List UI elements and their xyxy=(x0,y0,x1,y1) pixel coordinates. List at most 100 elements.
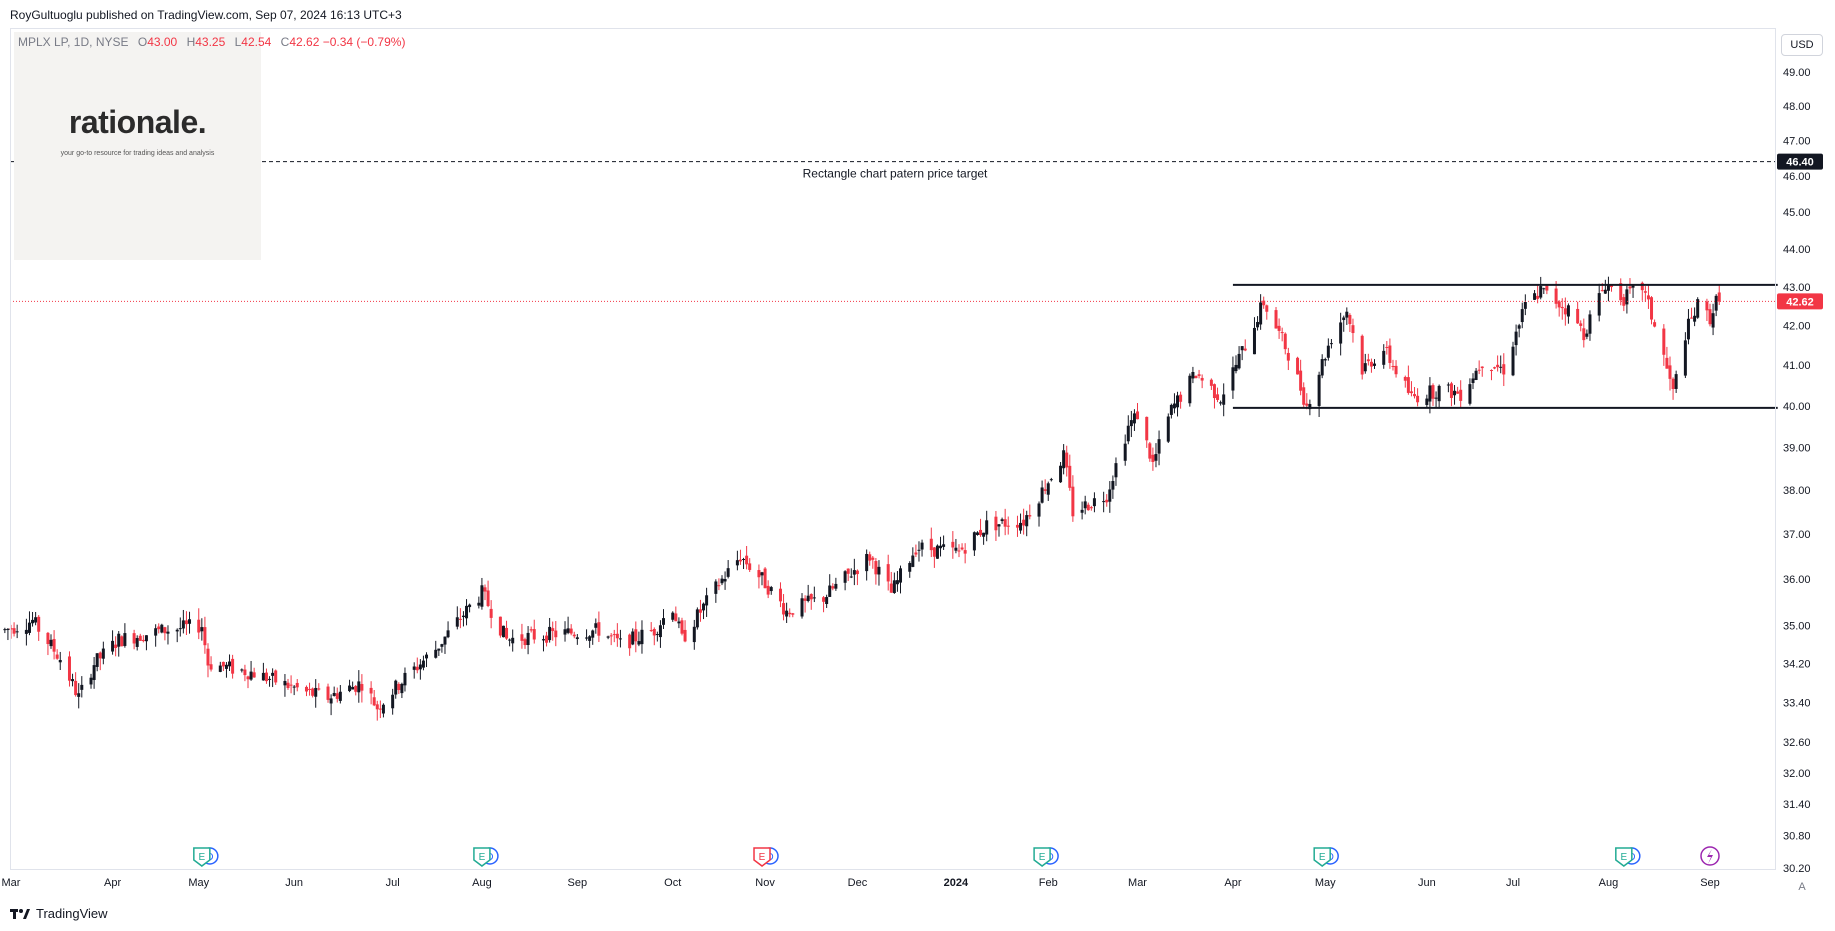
candle-body xyxy=(283,680,287,686)
candle-body xyxy=(24,629,28,634)
candle xyxy=(1320,354,1324,379)
auto-scale-button[interactable]: A xyxy=(1798,881,1806,893)
candle xyxy=(1274,307,1278,329)
target-price-tag-label: 46.40 xyxy=(1786,157,1814,169)
candle xyxy=(218,661,222,673)
candle-body xyxy=(498,616,502,636)
event-marker[interactable]: DE xyxy=(753,847,779,867)
candle-body xyxy=(1000,519,1004,522)
candle-body xyxy=(1628,286,1632,289)
candle-body xyxy=(6,628,10,630)
candle xyxy=(157,623,161,634)
candle xyxy=(1489,369,1493,381)
candle xyxy=(1394,360,1398,378)
candle xyxy=(1696,297,1700,319)
candle xyxy=(822,596,826,613)
candle-body xyxy=(1650,297,1654,320)
candle xyxy=(46,631,50,656)
candle xyxy=(144,635,148,651)
candle xyxy=(89,673,93,689)
candle-body xyxy=(508,639,512,641)
candle-body xyxy=(1705,301,1709,311)
footer-logo: TradingView xyxy=(10,906,108,921)
candle-body xyxy=(1665,357,1669,369)
currency-button[interactable]: USD xyxy=(1781,34,1823,56)
candle xyxy=(175,628,179,643)
candle xyxy=(501,625,505,638)
candle-body xyxy=(354,686,358,692)
event-marker[interactable]: DE xyxy=(1615,847,1641,867)
candle xyxy=(723,571,727,590)
candle-body xyxy=(1339,322,1343,344)
candle xyxy=(1579,320,1583,332)
symbol-name: MPLX LP, 1D, NYSE xyxy=(18,35,129,49)
candle xyxy=(1305,393,1309,410)
candle xyxy=(886,554,890,591)
candle-body xyxy=(1126,425,1130,442)
candle-body xyxy=(886,564,890,582)
candle xyxy=(585,629,589,641)
earnings-icon xyxy=(193,847,211,867)
candle xyxy=(24,618,28,646)
candle xyxy=(138,633,142,641)
candle xyxy=(1006,516,1010,535)
candle-body xyxy=(12,628,16,634)
candle xyxy=(1668,356,1672,391)
event-marker[interactable]: DE xyxy=(1033,847,1059,867)
candle-body xyxy=(434,649,438,658)
candle-body xyxy=(1502,364,1506,375)
x-tick-label: Jun xyxy=(1418,877,1436,889)
event-marker[interactable]: DE xyxy=(473,847,499,867)
candle-body xyxy=(1403,376,1407,381)
candle xyxy=(726,560,730,579)
candle xyxy=(800,593,804,619)
candle xyxy=(692,619,696,650)
candle xyxy=(1520,302,1524,329)
earnings-icon-label: E xyxy=(479,852,486,863)
candle xyxy=(483,584,487,601)
candle-body xyxy=(788,612,792,615)
candle xyxy=(400,682,404,699)
candle xyxy=(680,617,684,636)
candle-body xyxy=(652,628,656,636)
y-tick-label: 41.00 xyxy=(1783,360,1811,372)
candle xyxy=(304,685,308,697)
candle xyxy=(1588,310,1592,341)
candle-body xyxy=(1428,385,1432,402)
candle-body xyxy=(1071,486,1075,517)
candle-body xyxy=(1329,343,1333,345)
candle xyxy=(486,580,490,608)
candle xyxy=(1714,294,1718,317)
candle-body xyxy=(304,686,308,692)
candle xyxy=(437,648,441,656)
x-tick-label: Mar xyxy=(2,877,21,889)
candle xyxy=(271,668,275,688)
candle xyxy=(1262,296,1266,309)
candle-body xyxy=(705,595,709,606)
candle xyxy=(778,582,782,608)
candle-body xyxy=(843,571,847,583)
candle xyxy=(1209,378,1213,390)
event-marker[interactable]: DE xyxy=(193,847,219,867)
candle xyxy=(1388,338,1392,369)
candle xyxy=(788,608,792,618)
event-marker[interactable]: DE xyxy=(1313,847,1339,867)
earnings-icon-label: E xyxy=(1319,852,1326,863)
candle xyxy=(526,626,530,655)
event-marker[interactable] xyxy=(1700,846,1720,866)
candle xyxy=(1179,391,1183,409)
candle xyxy=(200,618,204,641)
candle-body xyxy=(1619,283,1623,301)
candle xyxy=(674,606,678,622)
candle xyxy=(114,636,118,657)
candle xyxy=(166,625,170,645)
candle xyxy=(1425,394,1429,408)
candle-body xyxy=(957,550,961,552)
candle-body xyxy=(209,664,213,670)
candle xyxy=(415,657,419,674)
candle-body xyxy=(1157,439,1161,454)
y-tick-label: 40.00 xyxy=(1783,401,1811,413)
candle-body xyxy=(994,516,998,531)
candle-body xyxy=(1154,454,1158,461)
